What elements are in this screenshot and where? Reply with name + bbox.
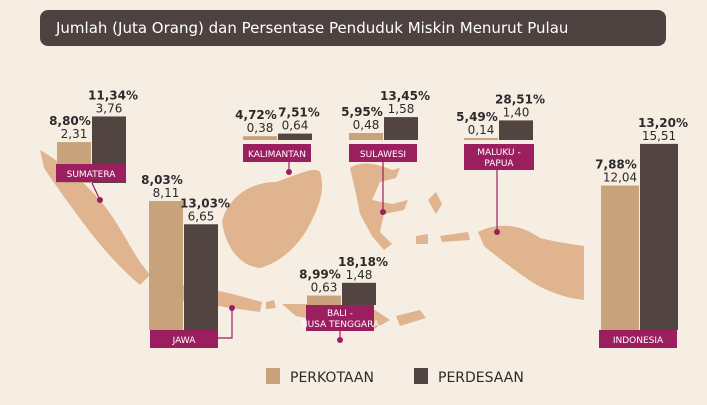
pointer-dot-3 [380,209,386,215]
bar-perdesaan-4 [499,120,533,140]
bar-perkotaan-1 [149,201,183,330]
percent-label-perdesaan-1: 13,03% [180,196,230,210]
region-label-0: SUMATERA [67,170,117,180]
region-label-box-3 [349,144,417,162]
title-bar [40,10,666,46]
percent-label-perdesaan-5: 18,18% [338,255,388,269]
value-label-perkotaan-4: 0,14 [468,123,495,137]
region-label-box-0 [56,164,126,182]
map-island-halmahera [428,192,442,214]
percent-label-perkotaan-5: 8,99% [299,268,341,282]
bar-perkotaan-6 [601,185,639,330]
percent-label-perkotaan-0: 8,80% [49,114,91,128]
value-label-perkotaan-6: 12,04 [603,171,637,185]
bar-perkotaan-5 [307,295,341,305]
chart-title: Jumlah (Juta Orang) dan Persentase Pendu… [56,19,569,37]
percent-label-perkotaan-1: 8,03% [141,173,183,187]
bars: 8,80%2,31 11,34%3,76 SUMATERA 8,03%8,1113,0… [49,88,688,386]
region-label-4-line0: MALUKU - [477,148,520,158]
map-island-sulawesi [350,163,408,250]
percent-label-perdesaan-2: 7,51% [278,106,320,120]
region-label-4-line1: PAPUA [484,159,514,169]
legend-swatch-perkotaan [266,368,280,384]
percent-label-perdesaan-4: 28,51% [495,92,545,106]
region-label-1: JAWA [172,336,197,346]
value-label-perdesaan-6: 15,51 [642,129,676,143]
bar-perdesaan-1 [184,224,218,330]
percent-label-perdesaan-0: 11,34% [88,88,138,102]
bar-perdesaan-3 [384,117,418,140]
percent-label-perdesaan-3: 13,45% [380,89,430,103]
value-label-perdesaan-2: 0,64 [282,119,309,133]
percent-label-perkotaan-4: 5,49% [456,110,498,124]
pointer-dot-1 [229,305,235,311]
region-label-3: SULAWESI [360,150,406,160]
region-label-box-6 [599,330,677,348]
region-label-5-line0: BALI - [327,309,353,319]
percent-label-perdesaan-6: 13,20% [638,116,688,130]
legend-label-perkotaan: PERKOTAAN [290,370,374,386]
value-label-perdesaan-4: 1,40 [503,105,530,119]
map-island-buru [416,234,428,244]
value-label-perdesaan-1: 6,65 [188,209,215,223]
pointer-dot-5 [337,337,343,343]
value-label-perkotaan-3: 0,48 [353,118,380,132]
value-label-perkotaan-1: 8,11 [153,186,180,200]
bar-perkotaan-4 [464,138,498,140]
percent-label-perkotaan-3: 5,95% [341,105,383,119]
value-label-perkotaan-5: 0,63 [311,281,338,295]
value-label-perkotaan-2: 0,38 [247,121,274,135]
legend-label-perdesaan: PERDESAAN [438,370,524,386]
percent-label-perkotaan-2: 4,72% [235,108,277,122]
region-label-2: KALIMANTAN [248,150,306,160]
map-island-sumatera [40,150,150,285]
pointer-dot-2 [286,169,292,175]
map-island-kalimantan [222,169,323,268]
region-label-box-2 [243,144,311,162]
pointer-dot-4 [494,229,500,235]
map-island-seram [440,232,470,242]
pointer-dot-0 [97,197,103,203]
bar-perdesaan-6 [640,143,678,330]
bar-perdesaan-5 [342,282,376,305]
value-label-perdesaan-3: 1,58 [388,102,415,116]
bar-perdesaan-2 [278,133,312,140]
map-island-papua [478,225,584,300]
pointer-line-1 [218,308,233,339]
bar-perkotaan-3 [349,133,383,140]
pointer-line-0 [91,182,101,201]
percent-label-perkotaan-6: 7,88% [595,158,637,172]
bar-perkotaan-2 [243,136,277,140]
map-island-timor [396,310,426,326]
region-label-6: INDONESIA [613,336,664,346]
region-label-box-1 [150,330,218,348]
region-label-5-line1: NUSA TENGGARA [301,320,380,330]
region-label-box-4 [464,144,534,170]
value-label-perdesaan-5: 1,48 [346,268,373,282]
value-label-perkotaan-0: 2,31 [61,127,88,141]
value-label-perdesaan-0: 3,76 [96,101,123,115]
region-label-box-5 [306,305,374,331]
map-island-bali [266,300,276,309]
legend-swatch-perdesaan [414,368,428,384]
